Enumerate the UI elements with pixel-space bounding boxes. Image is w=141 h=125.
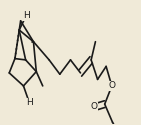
Text: O: O (108, 81, 115, 90)
Text: O: O (91, 102, 98, 111)
Text: H: H (23, 11, 30, 20)
Text: H: H (26, 98, 33, 107)
